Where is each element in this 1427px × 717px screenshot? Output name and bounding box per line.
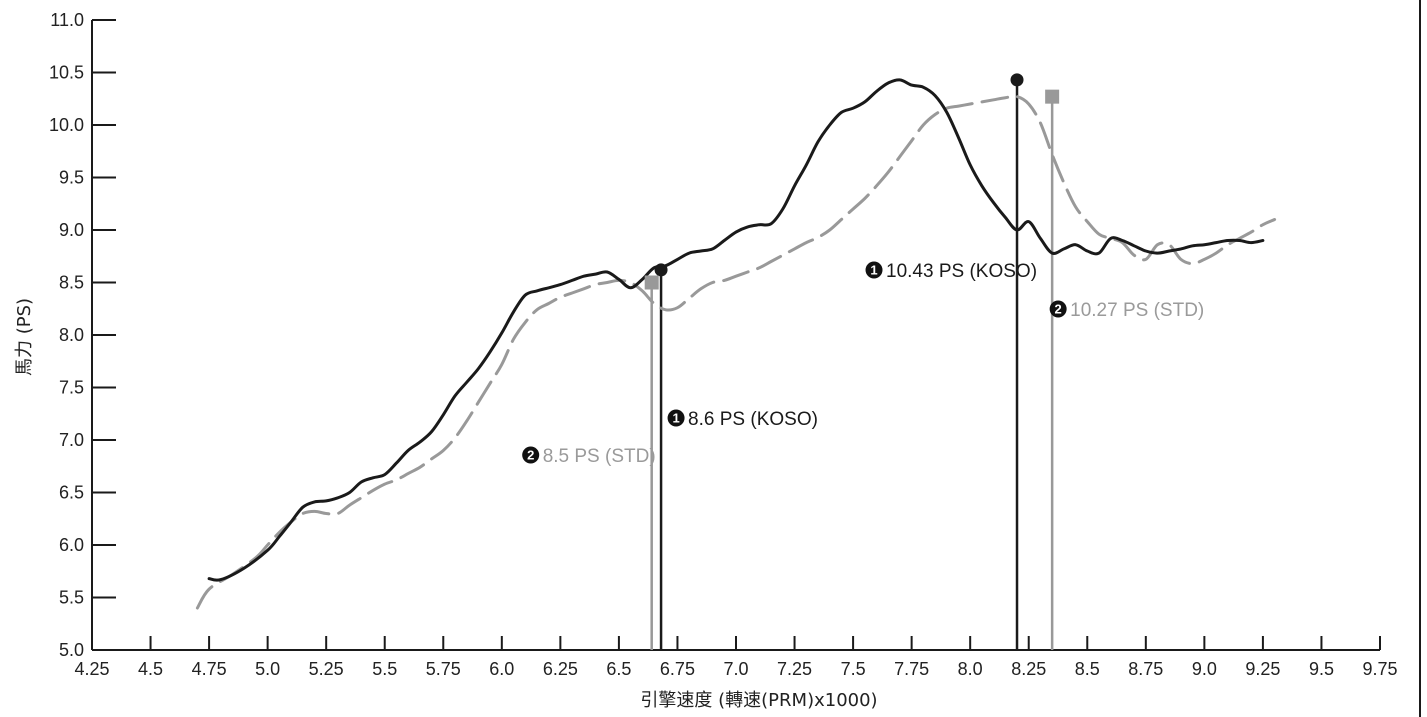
x-tick-label: 8.5 [1075, 659, 1100, 679]
x-axis-ticks: 4.25 4.5 4.75 5.0 5.25 5.5 5.75 6.0 6.25 6.5 6.75 7… [74, 636, 1398, 679]
x-tick-label: 9.25 [1245, 659, 1280, 679]
x-tick-label: 5.5 [372, 659, 397, 679]
y-tick-label: 7.5 [59, 378, 84, 398]
x-tick-label: 6.75 [660, 659, 695, 679]
koso-power-line [207, 78, 1265, 582]
annotation-label: 8.6 PS (KOSO) [688, 409, 818, 430]
x-tick-label: 5.25 [309, 659, 344, 679]
x-tick-label: 5.75 [426, 659, 461, 679]
annotation-label: 10.27 PS (STD) [1070, 300, 1204, 321]
x-tick-label: 7.75 [894, 659, 929, 679]
y-tick-label: 9.0 [59, 220, 84, 240]
peak-annotations: 1 8.6 PS (KOSO) 2 8.5 PS (STD) 1 10.43 PS (KO… [522, 261, 1204, 467]
y-axis-title: 馬力 (PS) [14, 298, 35, 376]
annotation-label: 10.43 PS (KOSO) [886, 261, 1037, 282]
y-tick-label: 10.0 [49, 115, 84, 135]
x-tick-label: 6.25 [543, 659, 578, 679]
y-tick-label: 5.5 [59, 588, 84, 608]
x-tick-label: 8.75 [1128, 659, 1163, 679]
x-tick-label: 8.25 [1011, 659, 1046, 679]
std-peak-marker [644, 275, 659, 290]
x-tick-label: 9.0 [1192, 659, 1217, 679]
y-tick-label: 6.0 [59, 535, 84, 555]
std-peak-marker [1045, 89, 1060, 104]
number-badge-icon [522, 446, 540, 464]
x-tick-label: 4.25 [74, 659, 109, 679]
badge-number: 2 [527, 448, 534, 463]
x-tick-label: 7.25 [777, 659, 812, 679]
x-tick-label: 6.5 [606, 659, 631, 679]
x-tick-label: 4.5 [138, 659, 163, 679]
y-tick-label: 5.0 [59, 640, 84, 660]
x-tick-label: 7.5 [841, 659, 866, 679]
annotation-label: 8.5 PS (STD) [543, 446, 656, 467]
peak-markers [644, 73, 1060, 290]
koso-peak-marker [654, 263, 668, 277]
badge-number: 1 [672, 411, 679, 426]
koso-annotation: 1 10.43 PS (KOSO) [865, 261, 1037, 282]
koso-annotation: 1 8.6 PS (KOSO) [667, 409, 818, 430]
koso-peak-marker [1010, 73, 1024, 87]
y-axis-ticks: 5.0 5.5 6.0 6.5 7.0 7.5 8.0 8.5 9.0 9.5 10.0 10.5 11… [49, 10, 116, 660]
y-tick-label: 9.5 [59, 168, 84, 188]
y-tick-label: 10.5 [49, 63, 84, 83]
std-annotation: 2 8.5 PS (STD) [522, 446, 656, 467]
peak-drop-lines [650, 79, 1054, 650]
y-tick-label: 11.0 [50, 10, 84, 30]
number-badge-icon [667, 409, 685, 427]
x-axis-title: 引擎速度 (轉速(PRM)x1000) [640, 690, 877, 711]
y-tick-label: 6.5 [59, 483, 84, 503]
badge-number: 1 [870, 263, 877, 278]
x-tick-label: 4.75 [192, 659, 227, 679]
x-tick-label: 8.0 [958, 659, 983, 679]
x-tick-label: 6.0 [489, 659, 514, 679]
x-tick-label: 9.75 [1362, 659, 1397, 679]
y-tick-label: 8.0 [59, 325, 84, 345]
std-power-line [195, 94, 1277, 610]
x-tick-label: 7.0 [723, 659, 748, 679]
number-badge-icon [865, 261, 883, 279]
x-tick-label: 9.5 [1309, 659, 1334, 679]
number-badge-icon [1049, 300, 1067, 318]
x-tick-label: 5.0 [255, 659, 280, 679]
y-tick-label: 8.5 [59, 273, 84, 293]
badge-number: 2 [1055, 302, 1062, 317]
std-annotation: 2 10.27 PS (STD) [1049, 300, 1204, 321]
series-layer [195, 78, 1277, 610]
y-tick-label: 7.0 [59, 430, 84, 450]
